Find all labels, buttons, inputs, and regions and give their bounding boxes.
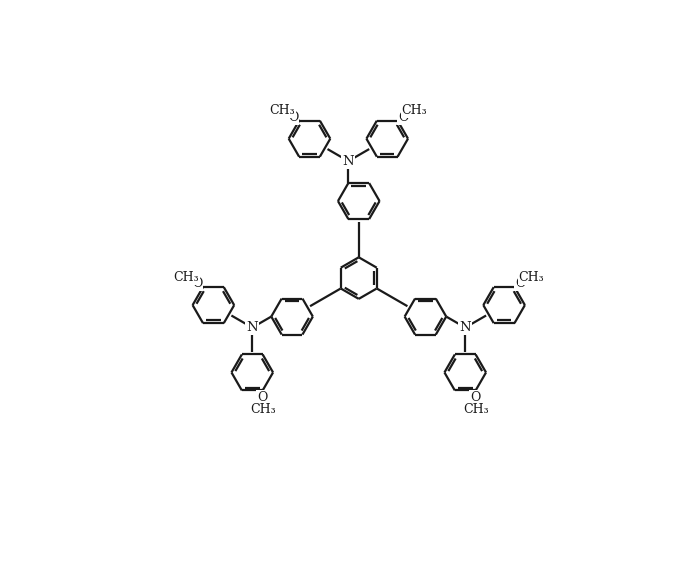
Text: N: N [246,321,258,334]
Text: O: O [258,391,268,404]
Text: CH₃: CH₃ [463,403,489,416]
Text: CH₃: CH₃ [174,271,199,284]
Text: CH₃: CH₃ [250,403,276,416]
Text: CH₃: CH₃ [402,105,428,117]
Text: CH₃: CH₃ [270,105,295,117]
Text: CH₃: CH₃ [519,271,544,284]
Text: O: O [515,277,526,290]
Text: O: O [398,111,409,124]
Text: O: O [470,391,481,404]
Text: O: O [288,111,298,124]
Text: N: N [342,154,354,168]
Text: N: N [459,321,471,334]
Text: O: O [192,277,202,290]
